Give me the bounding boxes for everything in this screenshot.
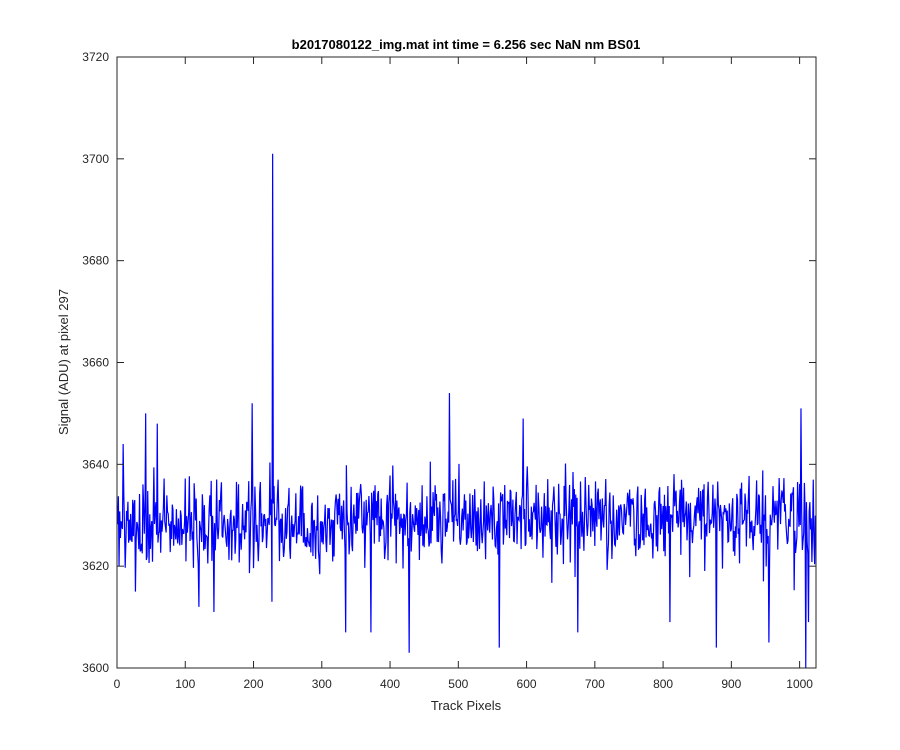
- axes-layer: 0 100 200 300 400 500 600 700 800 900 1000 3600 3620…: [82, 50, 817, 691]
- x-tick-label: 600: [517, 677, 537, 691]
- x-tick-label: 400: [380, 677, 400, 691]
- x-tick-label: 300: [312, 677, 332, 691]
- x-tick-label: 100: [175, 677, 195, 691]
- y-tick-label: 3660: [82, 356, 109, 370]
- y-axis-label: Signal (ADU) at pixel 297: [56, 289, 71, 435]
- y-tick-label: 3720: [82, 50, 109, 64]
- chart-title: b2017080122_img.mat int time = 6.256 sec…: [292, 37, 641, 52]
- x-tick-label: 800: [653, 677, 673, 691]
- x-tick-label: 500: [448, 677, 468, 691]
- y-tick-label: 3620: [82, 559, 109, 573]
- y-tick-label: 3700: [82, 152, 109, 166]
- x-axis-label: Track Pixels: [431, 698, 502, 713]
- plot-area: [117, 57, 816, 668]
- x-tick-label: 1000: [786, 677, 813, 691]
- y-tick-label: 3640: [82, 457, 109, 471]
- y-tick-label: 3680: [82, 254, 109, 268]
- x-tick-label: 0: [114, 677, 121, 691]
- series-line: [117, 153, 816, 668]
- x-tick-label: 700: [585, 677, 605, 691]
- y-tick-label: 3600: [82, 661, 109, 675]
- x-tick-label: 200: [244, 677, 264, 691]
- x-tick-label: 900: [721, 677, 741, 691]
- series-layer: [117, 153, 816, 668]
